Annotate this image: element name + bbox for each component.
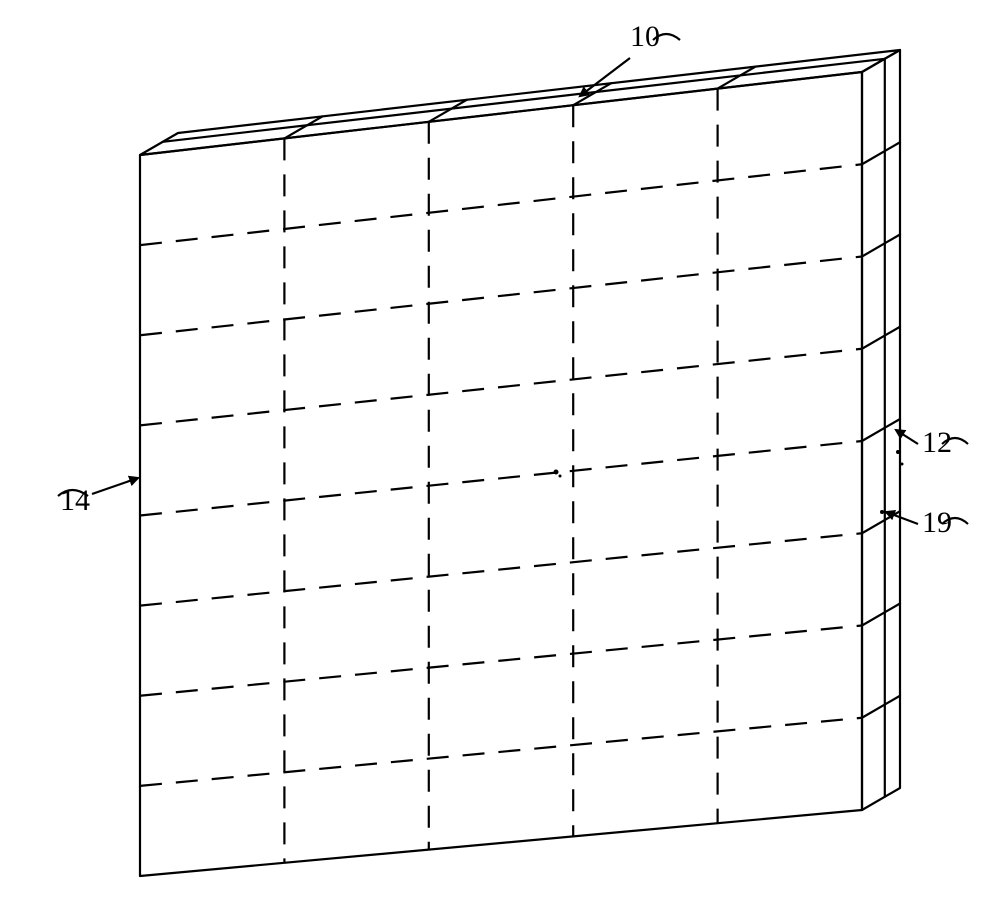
speck	[880, 510, 884, 514]
speck	[559, 475, 562, 478]
grid-right-tick	[862, 419, 900, 441]
grid-right-tick	[862, 235, 900, 257]
seam-top	[163, 59, 885, 142]
leader-14-arrow	[92, 478, 138, 494]
speck	[901, 463, 904, 466]
grid-right-tick	[862, 142, 900, 164]
label-14: 14	[60, 484, 90, 517]
diagram-canvas: 10 12 19 14	[0, 0, 1000, 904]
grid-h-front	[140, 441, 862, 516]
label-12: 12	[922, 426, 952, 459]
grid-right-tick	[862, 327, 900, 349]
grid-right-tick	[862, 696, 900, 718]
front-face	[140, 72, 862, 876]
grid-h-front	[140, 164, 862, 245]
grid-h-front	[140, 718, 862, 786]
speck	[896, 450, 900, 454]
leader-19-arrow	[886, 512, 918, 524]
top-face	[140, 50, 900, 155]
label-19: 19	[922, 506, 952, 539]
grid-h-front	[140, 533, 862, 605]
grid-h-front	[140, 626, 862, 696]
grid-h-front	[140, 257, 862, 336]
grid-h-front	[140, 349, 862, 426]
label-10: 10	[630, 20, 660, 53]
grid-right-tick	[862, 604, 900, 626]
speck	[554, 470, 559, 475]
